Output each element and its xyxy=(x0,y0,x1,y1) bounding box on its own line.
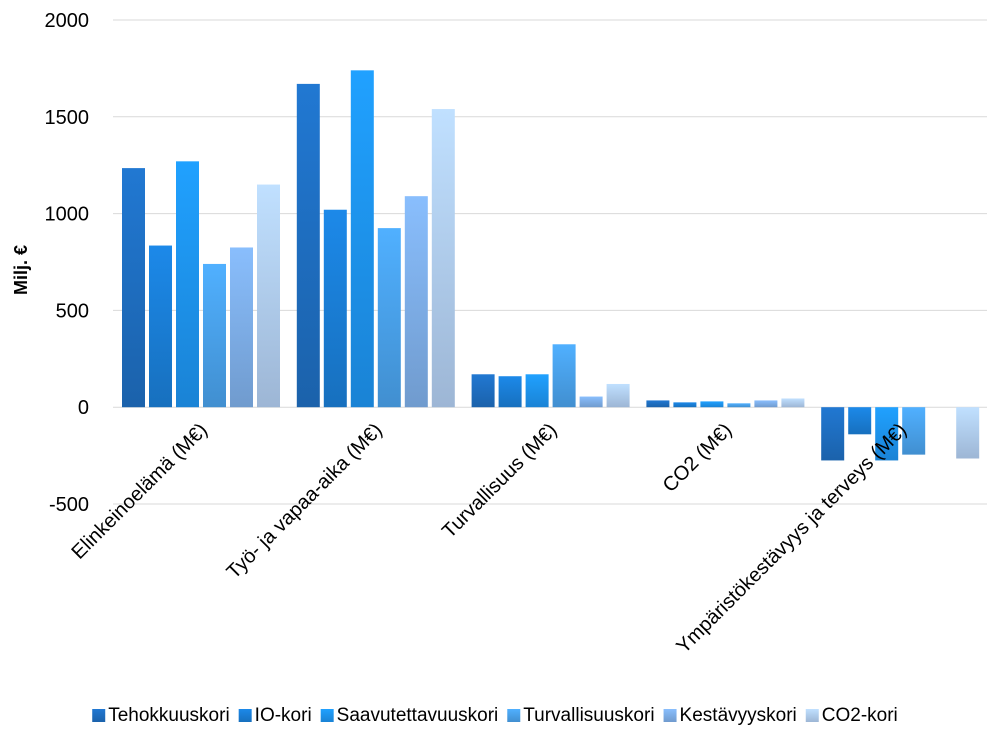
category-label: Työ- ja vapaa-aika (M€) xyxy=(223,419,387,583)
category-label: Elinkeinoelämä (M€) xyxy=(67,419,211,563)
legend-swatch xyxy=(92,709,106,722)
legend-swatch xyxy=(507,709,521,722)
legend: Tehokkuuskori IO-kori Saavutettavuuskori Tu… xyxy=(92,705,898,726)
bar xyxy=(431,109,455,408)
legend-swatch xyxy=(805,709,819,722)
bar xyxy=(525,374,549,408)
bar xyxy=(230,247,253,408)
bar xyxy=(257,184,280,408)
bar xyxy=(323,209,347,408)
legend-label: Kestävyyskori xyxy=(680,705,797,726)
bar xyxy=(902,407,926,455)
y-tick-label: 500 xyxy=(56,300,89,322)
category-label: CO2 (M€) xyxy=(659,419,737,497)
bar xyxy=(781,398,805,408)
bar xyxy=(673,402,697,408)
bar xyxy=(727,403,751,408)
bar xyxy=(404,196,428,408)
bar xyxy=(848,407,872,435)
bar xyxy=(498,376,522,408)
legend-label: Turvallisuuskori xyxy=(523,705,654,726)
bar xyxy=(754,400,778,408)
y-tick-label: -500 xyxy=(49,494,89,516)
bar xyxy=(149,245,172,408)
bar xyxy=(203,263,226,408)
bar xyxy=(377,228,401,408)
bar xyxy=(176,161,199,408)
y-tick-label: 1000 xyxy=(45,204,90,226)
legend-label: Tehokkuuskori xyxy=(108,705,229,726)
category-label: Turvallisuus (M€) xyxy=(438,419,561,542)
legend-label: IO-kori xyxy=(255,705,312,726)
bar xyxy=(646,400,670,408)
bar xyxy=(350,70,374,408)
bar xyxy=(552,344,576,408)
bar xyxy=(296,83,320,408)
bar xyxy=(821,407,845,461)
y-tick-label: 0 xyxy=(78,397,89,419)
legend-swatch xyxy=(663,709,677,722)
bar xyxy=(875,407,899,461)
bar xyxy=(606,383,630,408)
y-tick-labels: -500 0 500 1000 1500 2000 xyxy=(45,10,90,516)
bar xyxy=(700,401,724,408)
bar xyxy=(471,374,495,408)
legend-label: CO2-kori xyxy=(822,705,898,726)
category-labels: Elinkeinoelämä (M€) Työ- ja vapaa-aika (M… xyxy=(67,419,911,658)
y-tick-label: 2000 xyxy=(45,10,90,32)
bars xyxy=(122,70,980,461)
bar xyxy=(579,396,603,408)
legend-label: Saavutettavuuskori xyxy=(337,705,499,726)
y-tick-label: 1500 xyxy=(45,107,90,129)
bar xyxy=(956,407,980,459)
bar xyxy=(122,168,145,408)
y-axis-label: Milj. € xyxy=(11,245,31,295)
legend-swatch xyxy=(320,709,334,722)
legend-swatch xyxy=(238,709,252,722)
